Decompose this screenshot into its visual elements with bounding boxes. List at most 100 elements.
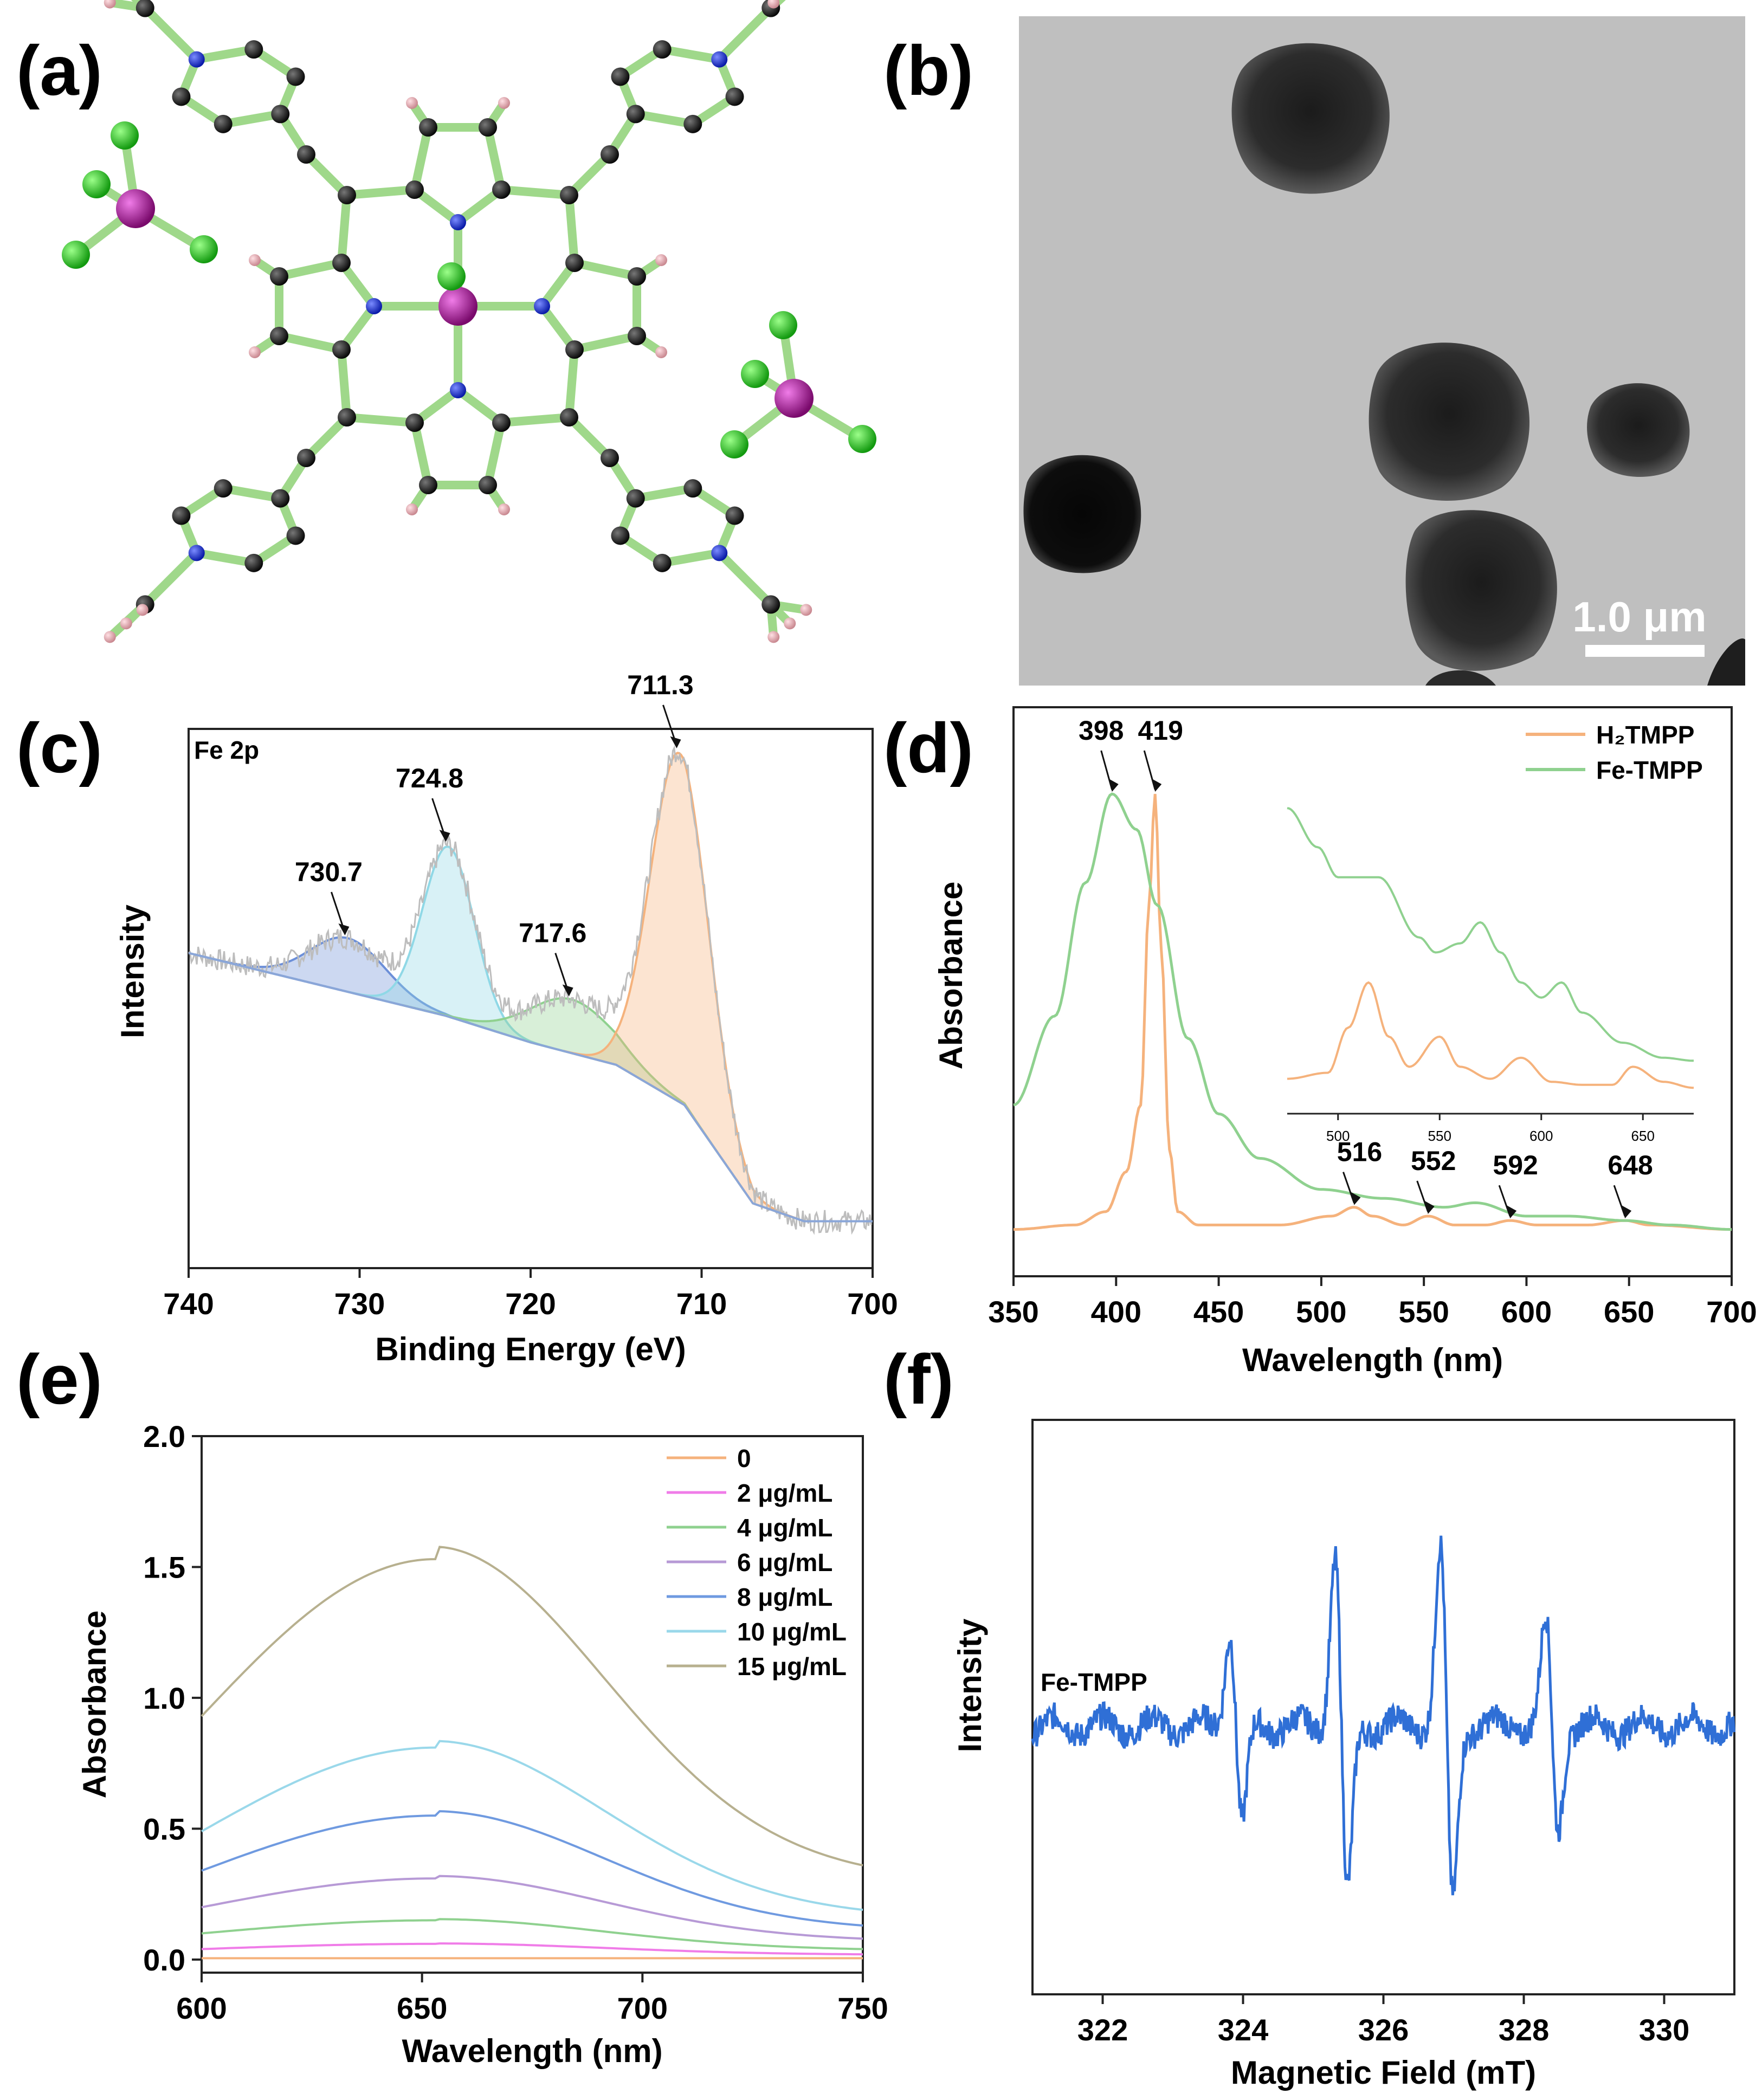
panel-label-a: (a) — [16, 31, 102, 110]
chemical-bond — [218, 484, 285, 503]
iron-atom — [438, 287, 477, 326]
carbon-atom — [479, 118, 497, 137]
tem-particle — [1587, 383, 1690, 477]
absorbance-curve — [201, 1546, 863, 1866]
series-label: Fe-TMPP — [1041, 1668, 1147, 1696]
peak-label: 419 — [1138, 715, 1183, 746]
tem-particle — [1023, 455, 1141, 573]
carbon-atom — [419, 476, 437, 494]
panel-label-b: (b) — [883, 31, 973, 110]
tem-particle — [1231, 43, 1390, 194]
carbon-atom — [338, 186, 356, 204]
tem-micrograph: 1.0 μm — [1019, 16, 1745, 686]
carbon-atom — [565, 340, 584, 359]
x-tick-label: 740 — [163, 1287, 214, 1321]
chemical-bond — [343, 413, 419, 427]
x-tick-label: 710 — [676, 1287, 727, 1321]
nitrogen-atom — [711, 545, 728, 561]
peak-label: 398 — [1079, 715, 1124, 746]
chemical-bond — [497, 185, 573, 199]
x-tick-label: 600 — [176, 1991, 227, 2025]
legend-label: 15 μg/mL — [737, 1652, 847, 1681]
x-tick-label: 700 — [617, 1991, 668, 2025]
peak-arrowhead — [439, 830, 450, 842]
chemical-bond — [565, 150, 614, 199]
y-axis-label: Absorbance — [76, 1611, 113, 1799]
hydrogen-atom — [655, 254, 667, 266]
carbon-atom — [338, 408, 356, 427]
x-tick-label: 730 — [334, 1287, 385, 1321]
nitrogen-atom — [188, 51, 205, 68]
chlorine-atom — [741, 360, 769, 388]
background-line — [188, 952, 873, 1223]
peak-arrowhead — [562, 984, 573, 997]
x-tick-label: 350 — [988, 1295, 1038, 1329]
chemical-bond — [483, 418, 506, 489]
carbon-atom — [761, 595, 780, 614]
carbon-atom — [479, 476, 497, 494]
peak-label: 717.6 — [519, 918, 586, 948]
panel-label-f: (f) — [883, 1340, 954, 1419]
absorbance-curve — [201, 1810, 863, 1927]
legend-label: 0 — [737, 1444, 751, 1472]
peak-label: 516 — [1337, 1137, 1382, 1167]
hydrogen-atom — [249, 346, 261, 358]
chemical-bond — [715, 3, 776, 64]
x-tick-label: 324 — [1218, 2013, 1268, 2047]
tem-particle — [1425, 670, 1496, 686]
molecular-structure-diagram — [62, 0, 876, 643]
hydrogen-atom — [800, 604, 812, 616]
x-tick-label: 750 — [837, 1991, 888, 2025]
series-line-fe-tmpp — [1013, 792, 1732, 1231]
peak-arrowhead — [1351, 1192, 1361, 1205]
chemical-bond — [570, 259, 641, 281]
spectrum-title: Fe 2p — [194, 736, 259, 764]
y-tick-label: 1.5 — [143, 1550, 185, 1584]
carbon-atom — [271, 105, 290, 124]
chemical-bond — [192, 548, 259, 567]
peak-arrowhead — [1507, 1205, 1517, 1219]
legend-label: Fe-TMPP — [1596, 756, 1703, 784]
chemical-bond — [565, 413, 614, 462]
chemical-bond — [497, 413, 573, 427]
carbon-atom — [172, 87, 191, 106]
peak-label: 648 — [1608, 1150, 1653, 1180]
carbon-atom — [405, 180, 424, 199]
plot-frame — [201, 1435, 864, 1974]
carbon-atom — [214, 114, 233, 133]
nitrogen-atom — [711, 51, 728, 68]
carbon-atom — [611, 526, 630, 545]
y-tick-label: 2.0 — [143, 1419, 185, 1453]
y-axis-label: Absorbance — [933, 882, 969, 1070]
x-tick-label: 600 — [1501, 1295, 1552, 1329]
carbon-atom — [286, 67, 305, 86]
carbon-atom — [297, 145, 315, 164]
chlorine-atom — [437, 262, 466, 290]
hydrogen-atom — [104, 631, 116, 643]
chlorine-atom — [62, 241, 90, 269]
tem-particle — [1707, 638, 1745, 686]
iron-atom — [774, 379, 814, 418]
iron-atom — [116, 189, 155, 228]
x-tick-label: 550 — [1398, 1295, 1449, 1329]
chemical-bond — [343, 185, 419, 199]
carbon-atom — [611, 67, 630, 86]
hydrogen-atom — [249, 254, 261, 266]
hydrogen-atom — [120, 617, 132, 630]
nitrogen-atom — [450, 382, 466, 398]
plot-frame — [1031, 1419, 1735, 1995]
chart-c: Fe 2p 730.7 724.8 717.6 711.3 740 730 720 710 700… — [114, 670, 898, 1367]
series-line-h2tmpp — [1014, 793, 1732, 1231]
carbon-atom — [560, 186, 578, 204]
hydrogen-atom — [406, 503, 418, 515]
legend-label: 4 μg/mL — [737, 1514, 832, 1542]
x-axis-label: Wavelength (nm) — [1242, 1342, 1503, 1378]
legend-label: 8 μg/mL — [737, 1583, 832, 1611]
carbon-atom — [565, 254, 584, 272]
x-axis-label: Wavelength (nm) — [402, 2033, 662, 2069]
chemical-bond — [631, 109, 698, 128]
peak-label: 724.8 — [396, 763, 463, 793]
legend-label: 6 μg/mL — [737, 1548, 832, 1576]
peak-arrowhead — [670, 736, 681, 748]
peak-arrowhead — [1108, 779, 1119, 792]
